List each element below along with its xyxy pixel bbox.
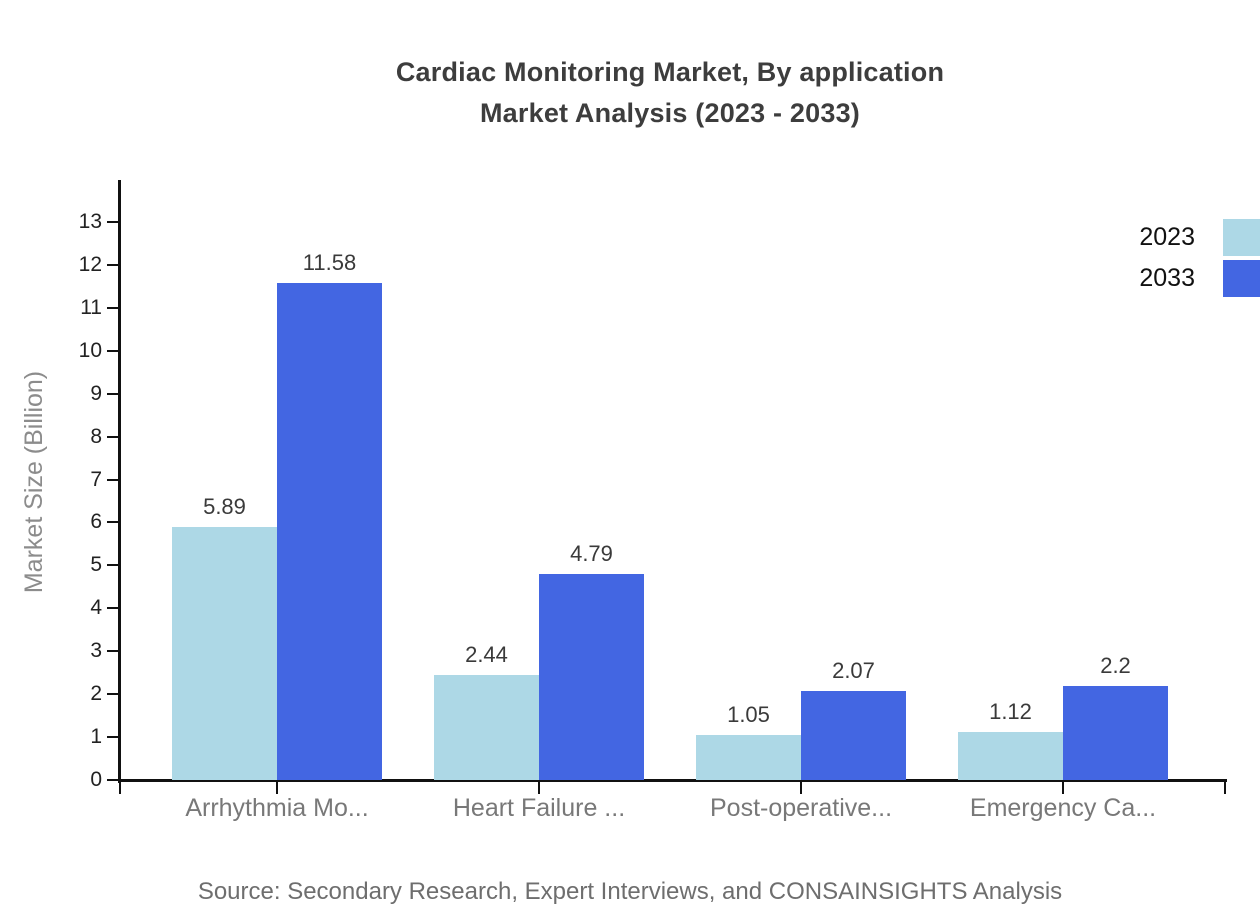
y-axis-tick [107, 221, 120, 223]
bar-value-label: 1.12 [989, 699, 1032, 724]
bar-value-label: 4.79 [570, 541, 613, 566]
bar-2023-2 [434, 675, 539, 780]
y-axis-tick [107, 263, 120, 266]
bar-value-label: 11.58 [302, 250, 357, 275]
legend-label: 2023 [1139, 223, 1195, 251]
x-axis-end-tick [1224, 781, 1226, 794]
y-tick-label: 11 [80, 295, 102, 319]
bar-2023-1 [172, 527, 277, 780]
x-axis-end-tick [119, 781, 121, 794]
y-axis-tick [107, 693, 120, 696]
y-tick-label: 6 [90, 510, 102, 534]
bar-value-label: 5.89 [203, 494, 246, 519]
legend-label: 2033 [1139, 264, 1195, 292]
x-axis-tick [800, 781, 802, 794]
y-axis-tick [107, 306, 120, 309]
bar-2033-4 [1063, 686, 1168, 780]
y-axis-tick [107, 650, 120, 653]
x-axis-tick [276, 781, 278, 794]
y-tick-label: 9 [90, 381, 102, 405]
x-category-label: Post-operative... [709, 794, 893, 822]
chart-title-line2: Market Analysis (2023 - 2033) [479, 98, 860, 128]
bar-value-label: 2.44 [465, 642, 508, 667]
y-axis-tick [107, 521, 120, 524]
y-tick-label: 8 [90, 424, 102, 448]
bar-2023-3 [696, 735, 801, 780]
y-axis-line [118, 180, 121, 783]
bar-2033-1 [277, 283, 382, 780]
x-axis-line [118, 779, 1227, 782]
y-axis-tick [107, 564, 120, 567]
y-axis-tick [107, 478, 120, 481]
bar-2023-4 [958, 732, 1063, 780]
y-tick-label: 10 [78, 338, 102, 362]
y-axis-tick [107, 607, 120, 610]
x-category-label: Arrhythmia Mo... [185, 794, 369, 822]
bar-value-label: 2.07 [832, 658, 875, 683]
bar-value-label: 2.2 [1100, 653, 1131, 678]
y-tick-label: 4 [90, 596, 102, 620]
y-tick-label: 12 [78, 252, 102, 276]
y-tick-label: 5 [90, 553, 102, 577]
source-note: Source: Secondary Research, Expert Inter… [197, 878, 1063, 905]
x-category-label: Heart Failure ... [452, 794, 626, 822]
bar-2033-2 [539, 574, 644, 780]
y-axis-tick [107, 435, 120, 438]
x-axis-tick [538, 781, 540, 794]
legend: 2023 2033 [1040, 218, 1260, 300]
y-tick-label: 0 [90, 768, 102, 791]
x-category-label: Emergency Ca... [969, 794, 1157, 822]
y-axis-tick [107, 736, 120, 739]
y-tick-label: 13 [78, 210, 102, 233]
y-axis-tick [107, 779, 120, 781]
bar-value-label: 1.05 [727, 702, 770, 727]
y-axis-tick [107, 392, 120, 395]
legend-swatch [1223, 260, 1260, 297]
chart-title: Cardiac Monitoring Market, By applicatio… [0, 52, 1260, 134]
legend-item-2033: 2033 [1040, 259, 1260, 297]
bar-2033-3 [801, 691, 906, 780]
y-tick-label: 7 [90, 467, 102, 491]
legend-item-2023: 2023 [1040, 218, 1260, 256]
y-tick-label: 3 [90, 639, 102, 663]
chart-title-line1: Cardiac Monitoring Market, By applicatio… [395, 57, 945, 87]
legend-swatch [1223, 219, 1260, 256]
y-axis-tick [107, 349, 120, 352]
y-tick-label: 1 [90, 725, 102, 749]
x-axis-tick [1062, 781, 1064, 794]
y-tick-label: 2 [90, 682, 102, 706]
